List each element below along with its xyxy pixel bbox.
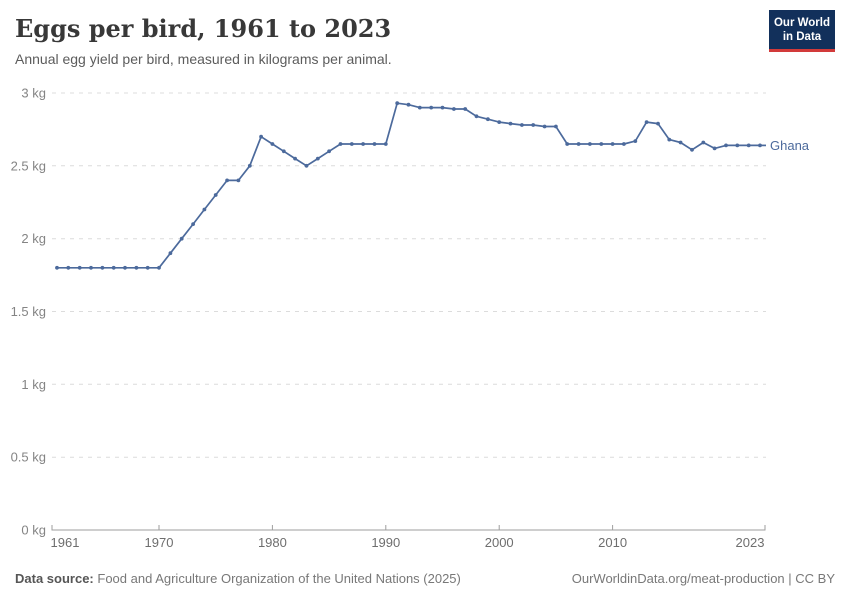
- data-point: [145, 265, 150, 270]
- data-point: [383, 142, 388, 146]
- data-point: [179, 236, 184, 241]
- data-point: [123, 265, 127, 270]
- data-point: [565, 142, 570, 146]
- data-point: [134, 265, 139, 270]
- license-separator: |: [784, 571, 796, 587]
- cc-by-label: CC BY: [795, 571, 835, 587]
- x-axis-label: 2000: [485, 535, 514, 550]
- data-point: [633, 139, 638, 143]
- data-point: [361, 142, 365, 146]
- data-point: [508, 121, 513, 126]
- y-axis-label: 1.5 kg: [11, 304, 46, 319]
- data-point: [542, 124, 547, 129]
- data-point: [111, 265, 116, 270]
- data-point: [304, 163, 309, 168]
- data-point: [554, 124, 558, 129]
- data-point: [270, 142, 275, 146]
- data-point: [463, 107, 468, 111]
- data-point: [678, 140, 683, 145]
- x-axis-label: 1990: [371, 535, 400, 550]
- data-point: [486, 117, 490, 122]
- data-point: [644, 120, 649, 124]
- data-point: [293, 156, 297, 161]
- data-point: [656, 121, 660, 126]
- chart-footer: Data source: Food and Agriculture Organi…: [15, 571, 835, 587]
- x-axis-label: 2010: [598, 535, 627, 550]
- data-point: [690, 147, 694, 152]
- data-point: [202, 207, 207, 212]
- data-point: [100, 265, 105, 270]
- y-axis-label: 3 kg: [21, 86, 46, 101]
- data-point: [191, 222, 196, 227]
- data-point: [406, 102, 411, 107]
- data-point: [667, 137, 672, 142]
- chart-subtitle: Annual egg yield per bird, measured in k…: [15, 50, 392, 67]
- data-point: [55, 265, 59, 270]
- owid-logo[interactable]: Our World in Data: [769, 10, 835, 52]
- data-point: [701, 140, 706, 145]
- license-note: OurWorldinData.org/meat-production | CC …: [572, 571, 835, 587]
- data-point: [758, 143, 762, 148]
- data-point: [349, 142, 354, 146]
- data-point: [66, 265, 71, 270]
- data-point: [712, 146, 717, 151]
- chart-title: Eggs per bird, 1961 to 2023: [15, 14, 392, 43]
- y-axis-label: 1 kg: [21, 377, 46, 392]
- data-point: [452, 107, 456, 111]
- data-point: [622, 142, 626, 146]
- data-point: [576, 142, 581, 146]
- y-axis-label: 0 kg: [21, 523, 46, 538]
- data-point: [440, 105, 445, 110]
- data-point: [735, 143, 740, 148]
- data-point: [247, 163, 252, 168]
- chart-header: Eggs per bird, 1961 to 2023 Annual egg y…: [15, 14, 760, 68]
- data-point: [588, 142, 592, 146]
- data-point: [531, 123, 536, 127]
- data-point: [281, 149, 286, 154]
- data-point: [89, 265, 93, 270]
- data-point: [474, 114, 479, 119]
- data-point: [520, 123, 524, 127]
- data-point: [724, 143, 728, 148]
- data-point: [157, 265, 161, 270]
- owid-url-link[interactable]: OurWorldinData.org/meat-production: [571, 571, 785, 587]
- data-point: [395, 101, 400, 106]
- owid-logo-line1: Our World: [773, 17, 830, 29]
- x-axis-label: 1961: [51, 535, 80, 550]
- x-axis: [51, 525, 766, 531]
- data-source: Data source: Food and Agriculture Organi…: [15, 571, 461, 587]
- data-point: [599, 142, 604, 146]
- chart-canvas: 0 kg 0.5 kg 1 kg 1.5 kg 2 kg 2.5 kg 3 kg 1961 19…: [11, 86, 810, 551]
- y-axis-label: 2 kg: [21, 231, 46, 246]
- x-axis-label: 1970: [145, 535, 174, 550]
- data-source-text: Food and Agriculture Organization of the…: [97, 571, 461, 587]
- data-point: [77, 265, 82, 270]
- owid-logo-line2: in Data: [782, 31, 822, 44]
- line-chart: 0 kg 0.5 kg 1 kg 1.5 kg 2 kg 2.5 kg 3 kg 1961 19…: [0, 82, 850, 560]
- data-point: [417, 105, 422, 110]
- data-point: [372, 142, 377, 146]
- data-point: [315, 156, 320, 161]
- y-axis-label: 0.5 kg: [11, 450, 46, 465]
- x-axis-label: 1980: [258, 535, 287, 550]
- data-point: [746, 143, 751, 148]
- series-entity-label: Ghana: [770, 138, 810, 153]
- data-point: [497, 120, 502, 124]
- data-point: [225, 178, 230, 183]
- data-point: [338, 142, 343, 146]
- y-axis-label: 2.5 kg: [11, 158, 46, 173]
- data-source-label: Data source:: [15, 571, 94, 587]
- data-line: [56, 102, 761, 269]
- data-point: [168, 251, 173, 256]
- data-point: [213, 193, 218, 197]
- data-point: [327, 149, 331, 154]
- data-point: [610, 142, 615, 146]
- data-point: [236, 178, 241, 183]
- data-point: [429, 105, 434, 110]
- x-axis-label: 2023: [736, 535, 765, 550]
- data-point: [259, 134, 263, 139]
